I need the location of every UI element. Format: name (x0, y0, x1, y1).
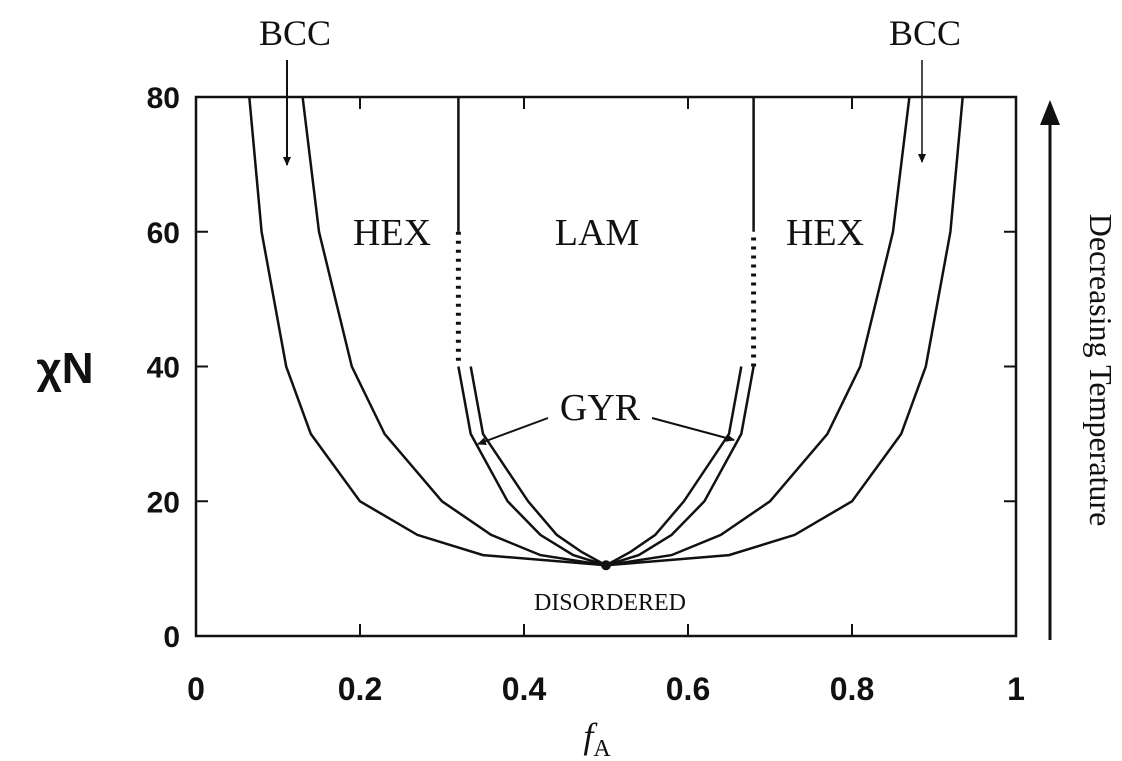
phase-boundary (303, 97, 910, 565)
y-tick-label: 0 (163, 621, 180, 654)
x-tick-label: 0.2 (338, 671, 382, 707)
annotation: HEX (353, 212, 431, 254)
x-axis-label: fA (583, 716, 611, 761)
y-tick-label: 60 (147, 217, 180, 250)
x-tick-label: 0 (187, 671, 205, 707)
x-axis-label-sub: A (593, 736, 611, 761)
temperature-arrow-head (1040, 100, 1060, 125)
annotation: Decreasing Temperature (1083, 214, 1119, 527)
y-axis-label: χN (36, 344, 93, 393)
annotation: BCC (889, 13, 961, 53)
phase-boundary (249, 97, 962, 565)
annotation: GYR (560, 387, 641, 429)
x-tick-label: 0.4 (502, 671, 547, 707)
y-tick-label: 80 (147, 82, 180, 115)
y-tick-label: 40 (147, 352, 180, 385)
chart: BCC BCC HEX LAM HEX GYR DISORDERED Decre… (0, 0, 1122, 761)
annotation: DISORDERED (534, 590, 686, 616)
x-tick-label: 0.6 (666, 671, 710, 707)
annotation: BCC (259, 13, 331, 53)
annotation-arrow (652, 418, 734, 440)
critical-point (601, 560, 611, 570)
x-tick-label: 1 (1007, 671, 1025, 707)
annotation: LAM (555, 212, 639, 254)
annotation: HEX (786, 212, 864, 254)
plot-frame (196, 97, 1016, 636)
y-tick-label: 20 (147, 486, 180, 519)
x-tick-label: 0.8 (830, 671, 874, 707)
